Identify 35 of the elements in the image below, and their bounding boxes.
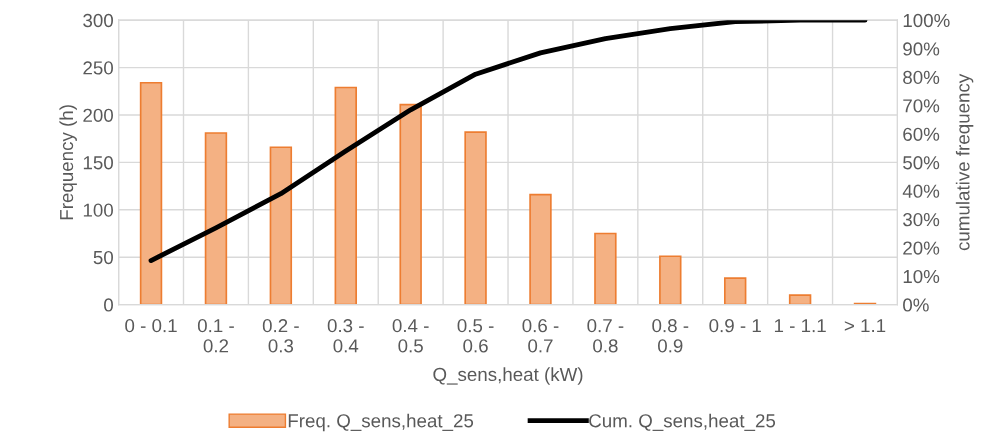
- y2-tick-label: 0%: [903, 298, 929, 312]
- x-tick-label: 0.7 - 0.8: [587, 319, 624, 353]
- x-tick-label: 0.4 - 0.5: [392, 319, 429, 353]
- y-tick-label: 200: [83, 108, 113, 122]
- y2-tick-label: 70%: [903, 99, 940, 113]
- x-tick-label: 0.8 - 0.9: [652, 319, 689, 353]
- y2-tick-label: 40%: [902, 184, 940, 198]
- y2-tick-label: 20%: [903, 241, 940, 255]
- y2-tick-label: 100%: [903, 13, 950, 28]
- x-axis-title: Q_sens,heat (kW): [433, 367, 583, 385]
- y2-tick-label: 90%: [903, 42, 940, 56]
- y2-tick-label: 10%: [903, 269, 940, 284]
- y2-axis-title: cumulative frequency: [955, 73, 974, 251]
- x-tick-label: 0 - 0.1: [125, 319, 177, 333]
- x-tick-label: 0.5 - 0.6: [457, 319, 494, 353]
- x-tick-label: > 1.1: [844, 319, 886, 333]
- y-tick-label: 250: [83, 61, 113, 75]
- y-tick-label: 300: [83, 13, 113, 28]
- y2-tick-label: 50%: [903, 156, 940, 170]
- x-tick-label: 0.9 - 1: [709, 319, 761, 333]
- x-tick-label: 0.3 - 0.4: [327, 319, 364, 353]
- y2-tick-label: 60%: [903, 127, 940, 141]
- legend-label: Cum. Q_sens,heat_25: [589, 413, 776, 431]
- y-tick-label: 0: [104, 298, 113, 312]
- y-tick-label: 150: [83, 156, 113, 170]
- legend-label: Freq. Q_sens,heat_25: [288, 413, 474, 432]
- x-tick-label: 0.2 - 0.3: [262, 319, 299, 353]
- y-axis-title: Frequency (h): [59, 105, 77, 220]
- x-tick-label: 0.1 - 0.2: [197, 319, 234, 353]
- x-tick-label: 1 - 1.1: [774, 319, 826, 333]
- x-tick-label: 0.6 - 0.7: [522, 319, 559, 353]
- y2-tick-label: 30%: [903, 213, 940, 227]
- y-tick-label: 50: [93, 250, 113, 265]
- y2-tick-label: 80%: [903, 70, 940, 85]
- y-tick-label: 100: [83, 203, 113, 217]
